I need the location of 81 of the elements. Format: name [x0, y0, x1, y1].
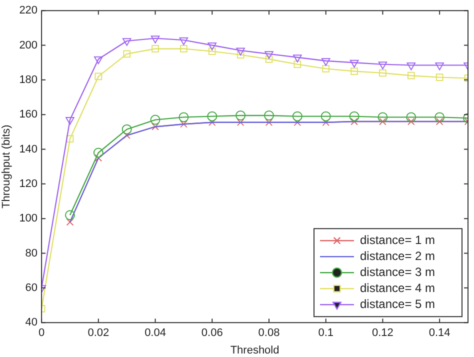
point — [122, 38, 132, 46]
y-tick-label: 40 — [25, 316, 38, 329]
point — [322, 118, 330, 126]
point — [208, 118, 216, 126]
point — [293, 54, 302, 62]
point — [264, 110, 274, 120]
point — [150, 36, 160, 44]
point — [407, 118, 415, 126]
point — [349, 111, 360, 122]
point — [208, 42, 217, 50]
point — [320, 111, 331, 122]
point — [264, 51, 274, 59]
point — [123, 50, 131, 58]
point — [321, 58, 330, 66]
x-tick-label: 0.12 — [372, 327, 394, 340]
legend-label: distance= 1 m — [360, 232, 436, 247]
point — [94, 72, 102, 80]
point — [294, 60, 302, 68]
point — [179, 37, 188, 46]
point — [64, 210, 75, 220]
point — [152, 45, 159, 52]
y-tick-label: 80 — [25, 247, 38, 260]
point — [436, 118, 444, 126]
point — [236, 110, 246, 120]
y-tick-label: 60 — [25, 282, 38, 294]
point — [66, 117, 74, 125]
point — [379, 118, 386, 126]
point — [66, 218, 74, 226]
point — [207, 111, 218, 122]
point — [294, 118, 302, 126]
point — [322, 64, 330, 72]
y-tick-label: 140 — [19, 143, 38, 156]
point — [350, 68, 358, 75]
x-tick-label: 0.08 — [258, 327, 280, 340]
point — [292, 111, 302, 122]
point — [265, 55, 273, 63]
y-tick-label: 220 — [19, 4, 38, 17]
point — [94, 154, 102, 162]
legend-label: distance= 3 m — [360, 264, 436, 279]
legend-label: distance= 4 m — [360, 280, 436, 295]
point — [436, 74, 444, 82]
point — [180, 120, 188, 128]
point — [379, 69, 386, 77]
point — [236, 118, 244, 126]
point — [152, 123, 159, 130]
point — [236, 51, 244, 58]
y-tick-label: 200 — [19, 39, 38, 52]
point — [378, 62, 388, 70]
point — [123, 132, 131, 140]
point — [150, 114, 160, 125]
x-tick-label: 0 — [38, 327, 45, 340]
y-tick-label: 160 — [19, 108, 38, 121]
point — [236, 48, 245, 56]
point — [350, 118, 358, 126]
point — [350, 60, 359, 68]
point — [180, 45, 188, 52]
point — [66, 135, 74, 143]
y-tick-label: 100 — [19, 212, 38, 225]
y-axis-title: Throughput (bits) — [0, 124, 13, 208]
x-tick-label: 0.14 — [428, 327, 450, 340]
point — [378, 112, 388, 122]
point — [122, 124, 132, 134]
point — [93, 148, 104, 158]
point — [208, 48, 216, 56]
legend-label: distance= 2 m — [360, 248, 436, 263]
point — [265, 118, 273, 126]
legend-label: distance= 5 m — [360, 296, 436, 311]
x-tick-label: 0.04 — [144, 327, 166, 340]
x-tick-label: 0.1 — [318, 327, 334, 340]
point — [406, 112, 416, 122]
point — [407, 72, 415, 80]
point — [406, 62, 416, 70]
x-axis-title: Threshold — [230, 344, 280, 356]
y-tick-label: 120 — [19, 178, 38, 190]
point — [434, 112, 445, 122]
point — [178, 112, 189, 122]
y-tick-label: 180 — [19, 74, 38, 86]
point — [94, 56, 103, 64]
point — [435, 62, 444, 70]
x-tick-label: 0.06 — [201, 327, 223, 340]
x-tick-label: 0.02 — [88, 327, 110, 340]
